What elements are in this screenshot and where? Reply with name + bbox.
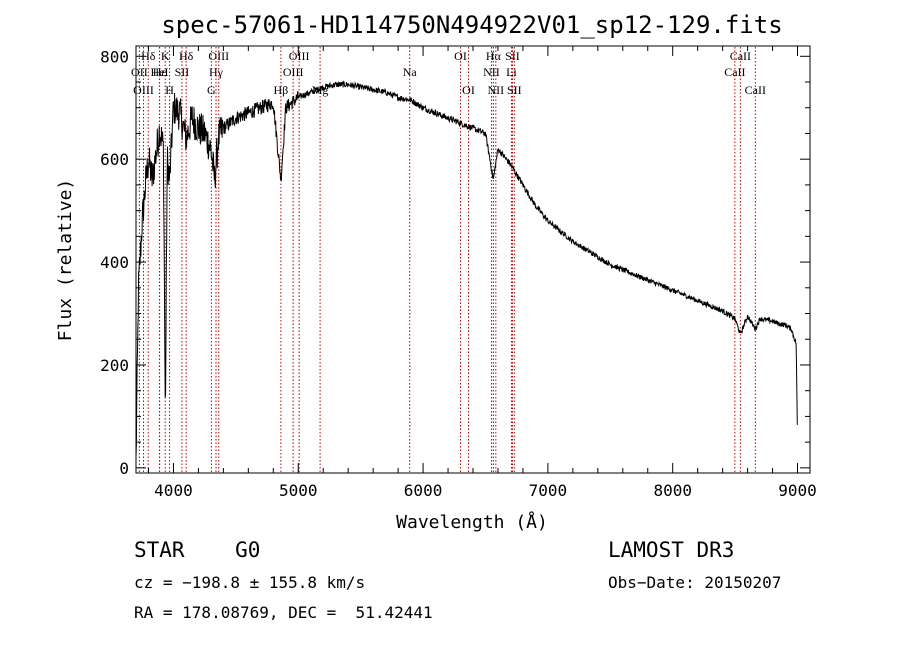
y-tick-label: 400 [100,253,129,272]
line-label-15: OIII [289,49,310,63]
line-label-4: K [161,49,170,63]
line-label-26: OIII [133,83,154,97]
obs-date-text: Obs−Date: 20150207 [608,573,782,592]
line-label-2: Hβ [274,83,289,97]
line-label-9: CaII [724,65,745,79]
line-label-1: Hγ [209,65,224,79]
line-label-19: NII [488,83,505,97]
coordinates-text: RA = 178.08769, DEC = 51.42441 [134,603,433,622]
x-tick-label: 4000 [154,481,193,500]
line-label-8: G [207,83,216,97]
object-subclass: G0 [235,538,261,562]
line-label-20: SII [505,49,520,63]
spectrum-line [135,80,798,458]
line-label-12: OII [131,65,148,79]
x-tick-label: 8000 [653,481,692,500]
line-label-13: OIII [208,49,229,63]
line-label-3: Hα [486,49,502,63]
x-tick-label: 6000 [404,481,443,500]
object-type: STAR [134,538,185,562]
x-axis-label: Wavelength (Å) [396,511,548,533]
y-axis-label: Flux (relative) [55,179,76,342]
line-label-27: HeI [150,65,168,79]
spectrum-series [135,80,798,458]
axis-ticks: 4000 5000 6000 7000 8000 9000 0 200 400 600 800 [100,46,817,500]
y-tick-label: 600 [100,150,129,169]
line-label-11: CaII [745,83,766,97]
line-label-5: H [165,83,174,97]
y-tick-label: 800 [100,47,129,66]
redshift-text: cz = −198.8 ± 155.8 km/s [134,573,366,592]
line-label-0: Hδ [179,49,194,63]
x-tick-label: 9000 [778,481,817,500]
line-label-18: NII [483,65,500,79]
line-label-17: OI [462,83,475,97]
line-label-24: SII [175,65,190,79]
line-label-16: OI [454,49,467,63]
plot-frame [135,45,811,474]
object-classification: STAR G0 [134,538,260,562]
y-tick-label: 200 [100,356,129,375]
line-label-21: SII [507,83,522,97]
line-label-7: Na [403,65,418,79]
survey-name: LAMOST DR3 [608,538,735,562]
chart-title: spec-57061-HD114750N494922V01_sp12-129.f… [161,11,782,39]
line-label-14: OIII [283,65,304,79]
x-tick-label: 7000 [529,481,568,500]
y-tick-label: 0 [119,459,129,478]
x-tick-label: 5000 [279,481,318,500]
line-label-10: CaII [730,49,751,63]
line-label-22: Li [506,65,517,79]
line-label-25: Hδ [141,49,156,63]
